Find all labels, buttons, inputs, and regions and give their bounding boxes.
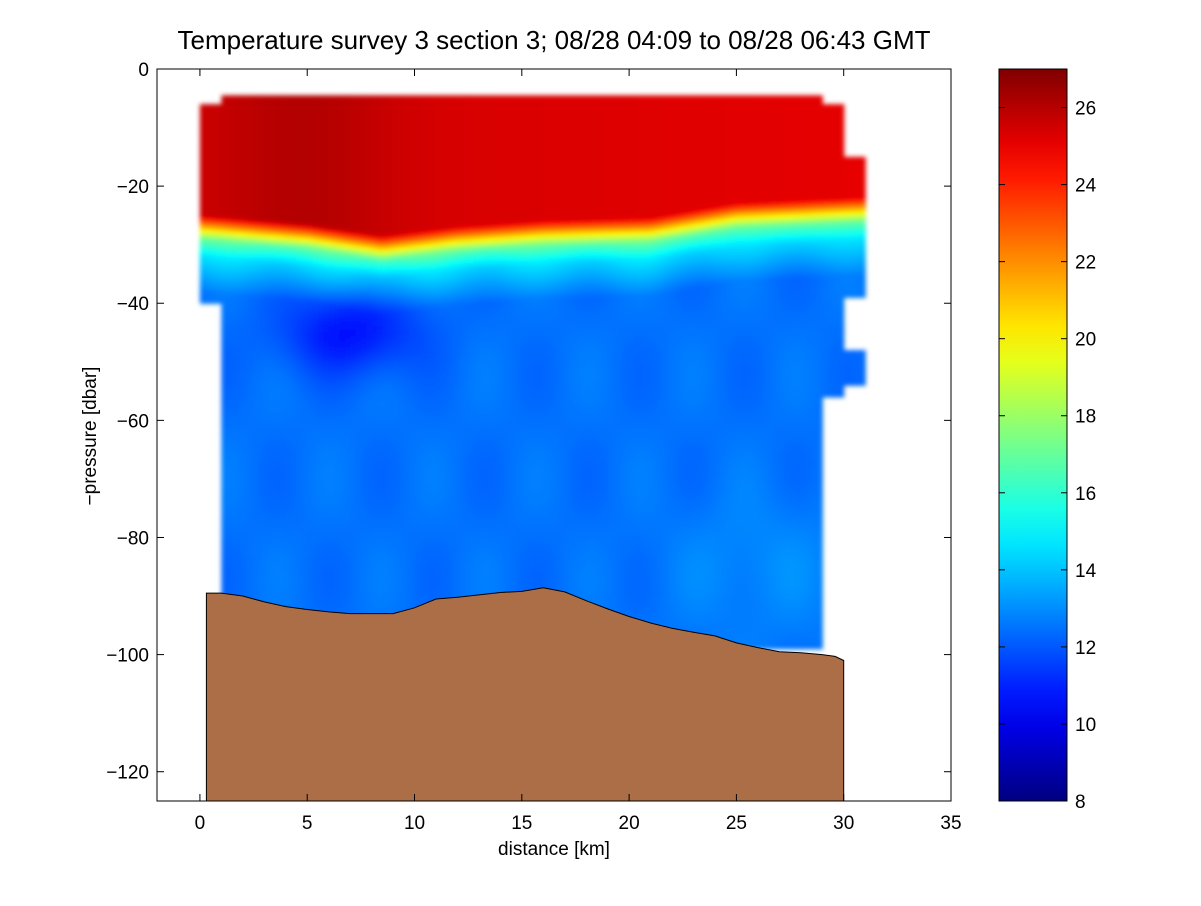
y-tick-label: −40 xyxy=(117,294,149,315)
y-tick-label: −60 xyxy=(117,411,149,432)
chart-figure: Temperature survey 3 section 3; 08/28 04… xyxy=(0,0,1201,901)
colorbar-tick-label: 10 xyxy=(1075,715,1096,736)
x-tick-label: 5 xyxy=(302,813,313,834)
x-tick-label: 15 xyxy=(511,813,532,834)
colorbar-tick-label: 16 xyxy=(1075,484,1096,505)
temperature-field xyxy=(200,95,866,649)
chart-title: Temperature survey 3 section 3; 08/28 04… xyxy=(178,25,931,55)
colorbar-tick-label: 20 xyxy=(1075,330,1096,351)
colorbar-tick-label: 8 xyxy=(1075,792,1086,813)
y-tick-label: −100 xyxy=(106,646,149,667)
x-tick-label: 30 xyxy=(833,813,854,834)
y-tick-label: 0 xyxy=(138,60,149,81)
x-tick-label: 0 xyxy=(195,813,206,834)
temperature-section-chart: Temperature survey 3 section 3; 08/28 04… xyxy=(0,0,1201,901)
x-tick-label: 10 xyxy=(404,813,425,834)
colorbar-tick-label: 18 xyxy=(1075,407,1096,428)
x-axis-label: distance [km] xyxy=(498,839,610,860)
colorbar-tick-label: 22 xyxy=(1075,253,1096,274)
x-tick-label: 25 xyxy=(726,813,747,834)
x-tick-label: 20 xyxy=(619,813,640,834)
colorbar-tick-label: 24 xyxy=(1075,176,1097,197)
colorbar-tick-label: 14 xyxy=(1075,561,1097,582)
y-tick-label: −20 xyxy=(117,177,149,198)
y-axis-label: −pressure [dbar] xyxy=(80,367,101,506)
y-tick-label: −120 xyxy=(106,763,149,784)
y-tick-label: −80 xyxy=(117,528,149,549)
colorbar xyxy=(999,69,1067,801)
colorbar-tick-label: 12 xyxy=(1075,638,1096,659)
colorbar-tick-label: 26 xyxy=(1075,99,1096,120)
x-tick-label: 35 xyxy=(940,813,961,834)
